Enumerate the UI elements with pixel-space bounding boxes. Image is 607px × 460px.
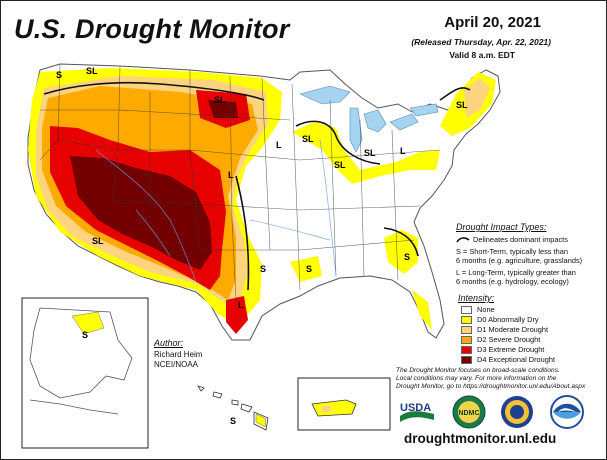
ndmc-logo[interactable]: NDMC: [452, 395, 486, 429]
delineates-line-icon: [456, 236, 470, 242]
alaska-shape: [29, 307, 133, 399]
drought-d0-mid: [292, 122, 440, 184]
drought-d0-se: [290, 230, 432, 330]
impact-delineates: Delineates dominant impacts: [473, 235, 568, 244]
author-org: NCEI/NOAA: [154, 360, 199, 369]
commerce-seal-icon: [501, 396, 533, 428]
svg-text:USDA: USDA: [400, 402, 431, 414]
noaa-logo[interactable]: [550, 395, 584, 429]
legend-none: None: [461, 305, 495, 314]
drought-d3-tx: [226, 296, 248, 334]
legend-d2: D2 Severe Drought: [461, 335, 540, 344]
legend-d0: D0 Abnormally Dry: [461, 315, 539, 324]
svg-text:NDMC: NDMC: [459, 410, 480, 417]
ndmc-icon: NDMC: [452, 395, 486, 429]
usda-logo[interactable]: USDA: [398, 398, 436, 426]
rivers: [95, 139, 337, 283]
impact-l-line2: 6 months (e.g. hydrology, ecology): [456, 277, 569, 286]
intensity-heading: Intensity:: [458, 293, 495, 303]
footnote: The Drought Monitor focuses on broad-sca…: [396, 367, 586, 390]
impact-heading: Drought Impact Types:: [456, 222, 547, 232]
legend-d3: D3 Extreme Drought: [461, 345, 544, 354]
hawaii-islands: [197, 385, 269, 431]
great-lakes: [299, 85, 439, 153]
drought-d4: [70, 156, 212, 270]
page-title: U.S. Drought Monitor: [14, 14, 290, 44]
release-note: (Released Thursday, Apr. 22, 2021): [411, 37, 551, 47]
doc-seal-logo[interactable]: [500, 395, 534, 429]
usda-icon: USDA: [400, 402, 434, 422]
author-name: Richard Heim: [154, 350, 203, 359]
alaska-d0: [71, 311, 105, 335]
legend-d4: D4 Exceptional Drought: [461, 355, 555, 364]
impact-s-line2: 6 months (e.g. agriculture, grasslands): [456, 256, 583, 265]
impact-legend: Drought Impact Types: Delineates dominan…: [456, 222, 604, 286]
pr-d1: [322, 406, 332, 412]
impact-s-line1: S = Short-Term, typically less than: [456, 247, 568, 256]
website-link[interactable]: droughtmonitor.unl.edu: [404, 431, 557, 446]
hawaii-inset: [190, 376, 280, 444]
impact-outlines: [43, 81, 471, 291]
legend-d1: D1 Moderate Drought: [461, 325, 548, 334]
valid-time: Valid 8 a.m. EDT: [449, 50, 515, 60]
alaska-chain: [29, 399, 119, 415]
noaa-icon: [550, 395, 584, 429]
author-block: Author: Richard Heim NCEI/NOAA: [154, 338, 202, 370]
hawaii-d0: [255, 413, 267, 428]
author-heading: Author:: [154, 338, 184, 348]
map-date: April 20, 2021: [444, 14, 541, 31]
drought-d1-ne: [464, 78, 490, 118]
impact-l-line1: L = Long-Term, typically greater than: [456, 268, 576, 277]
